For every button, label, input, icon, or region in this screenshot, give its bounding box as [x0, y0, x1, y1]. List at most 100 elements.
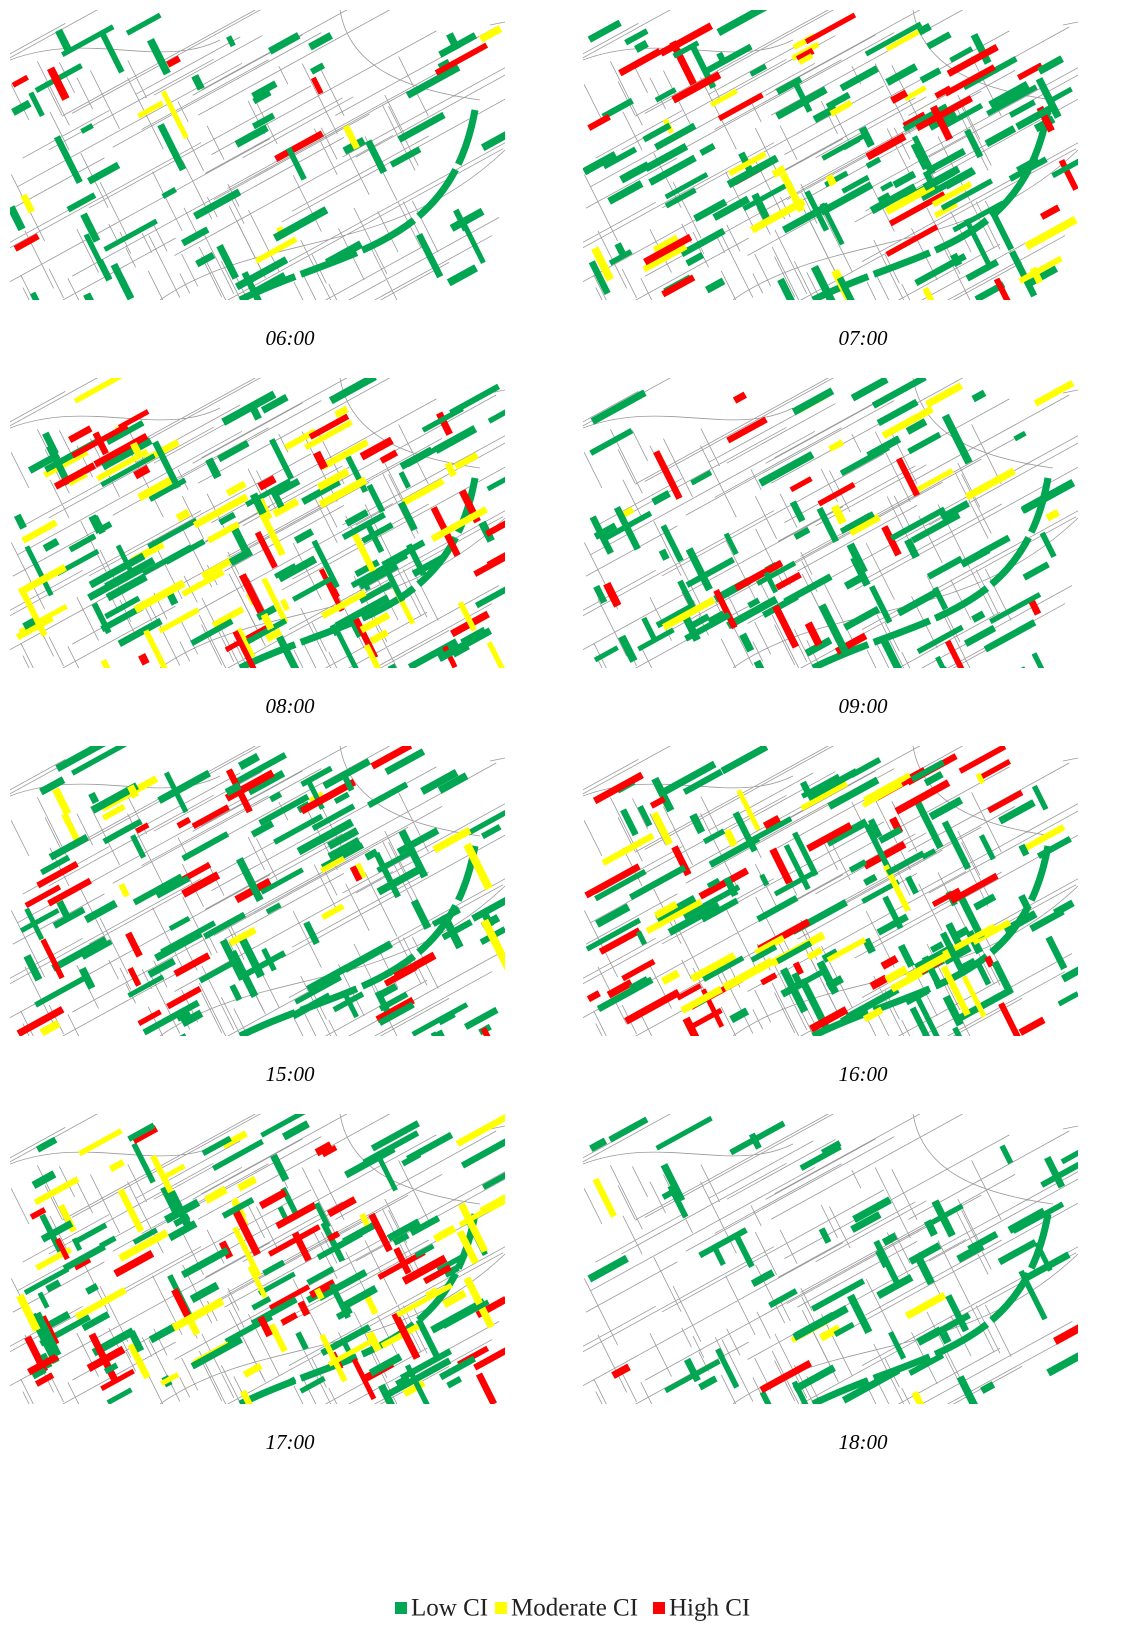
road-segment	[444, 1293, 465, 1305]
road-segment	[23, 522, 56, 540]
road-segment	[1048, 1343, 1102, 1372]
road-segment	[943, 1333, 948, 1343]
road-segment	[995, 962, 1011, 994]
road-segment	[762, 875, 767, 885]
road-segment	[913, 470, 952, 492]
road-segment	[75, 375, 122, 401]
road-segment	[944, 667, 961, 700]
road-segment	[276, 133, 323, 159]
road-segment	[160, 610, 199, 631]
road-segment	[192, 1339, 241, 1366]
legend: Low CIModerate CIHigh CI	[395, 1595, 750, 1622]
road-segment	[618, 244, 623, 254]
road-segment	[589, 1258, 627, 1279]
road-segment	[182, 1035, 205, 1081]
road-segment	[589, 23, 620, 40]
arterial-road	[813, 846, 1048, 1036]
legend-label: Moderate CI	[511, 1595, 638, 1622]
road-segment	[44, 541, 57, 548]
road-segment	[967, 262, 997, 279]
road-segment	[638, 630, 673, 649]
road-segment	[907, 1295, 945, 1316]
road-segment	[33, 1174, 54, 1186]
road-segment	[841, 68, 877, 88]
road-segment	[197, 255, 214, 264]
road-segment	[183, 1250, 228, 1275]
road-segment	[820, 508, 837, 541]
road-segment	[777, 575, 801, 588]
road-segment	[102, 33, 121, 72]
road-segment	[588, 993, 599, 999]
road-segment	[867, 136, 904, 157]
road-segment	[884, 1236, 896, 1243]
road-segment	[644, 125, 670, 139]
road-segment	[345, 944, 391, 969]
map-panel	[548, 699, 1130, 1092]
road-segment	[382, 986, 397, 994]
road-segment	[621, 165, 648, 180]
road-segment	[597, 907, 629, 924]
road-segment	[623, 961, 655, 978]
road-segment	[915, 1392, 938, 1437]
road-segment	[737, 1236, 752, 1266]
road-segment	[183, 834, 228, 859]
road-segment	[820, 962, 836, 993]
road-segment	[259, 479, 274, 487]
panel-label: 09:00	[839, 694, 888, 718]
road-segment	[884, 527, 898, 555]
road-segment	[718, 4, 769, 32]
road-segment	[651, 799, 664, 806]
road-segment	[256, 239, 296, 261]
road-segment	[87, 1286, 97, 1292]
road-segment	[451, 386, 499, 412]
road-segment	[1035, 383, 1073, 404]
road-segment	[884, 641, 906, 686]
road-segment	[654, 813, 670, 844]
road-segment	[369, 784, 407, 805]
road-segment	[11, 207, 22, 229]
road-segment	[391, 665, 397, 676]
road-segment	[50, 837, 87, 857]
road-segment	[925, 288, 943, 325]
road-segment	[1049, 937, 1065, 968]
road-segment	[760, 454, 812, 483]
road-segment	[1053, 89, 1072, 99]
road-segment	[276, 495, 282, 507]
road-segment	[908, 877, 916, 893]
road-segment	[489, 392, 542, 421]
legend-swatch	[395, 1602, 407, 1614]
road-segment	[38, 864, 77, 886]
road-segment	[146, 630, 167, 672]
road-segment	[899, 459, 917, 496]
road-segment	[887, 67, 916, 83]
road-segment	[232, 985, 239, 1000]
road-segment	[381, 453, 396, 461]
road-segment	[271, 794, 281, 800]
road-segment	[1001, 1003, 1021, 1044]
road-segment	[313, 78, 321, 94]
road-segment	[644, 618, 655, 640]
road-segment	[317, 452, 325, 468]
road-segment	[178, 819, 190, 825]
road-segment	[1063, 961, 1095, 979]
road-segment	[193, 807, 228, 826]
panel-label: 17:00	[266, 1430, 315, 1454]
legend-swatch	[495, 1602, 507, 1614]
road-segment	[595, 648, 618, 660]
road-segment	[918, 1330, 940, 1342]
map-panel	[0, 1067, 619, 1460]
road-segment	[937, 657, 958, 698]
road-segment	[928, 34, 950, 46]
road-segment	[950, 49, 971, 61]
road-segment	[973, 614, 984, 620]
road-segment	[488, 1182, 536, 1209]
panel-label: 18:00	[839, 1430, 888, 1454]
road-segment	[773, 169, 784, 175]
road-segment	[922, 850, 935, 857]
road-segment	[70, 428, 91, 440]
road-segment	[293, 579, 330, 599]
road-segment	[121, 1190, 142, 1231]
road-segment	[436, 429, 476, 451]
road-segment	[401, 503, 415, 530]
road-segment	[42, 1023, 59, 1032]
